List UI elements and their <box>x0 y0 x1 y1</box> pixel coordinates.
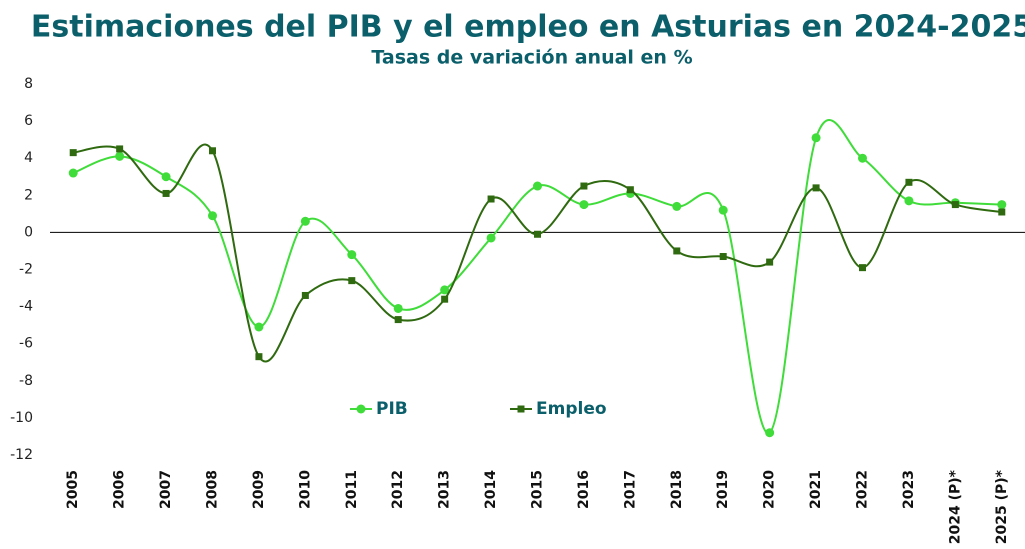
y-tick-label: -4 <box>19 299 33 315</box>
marker <box>905 178 913 186</box>
marker <box>356 404 366 414</box>
legend-label: PIB <box>376 399 408 419</box>
x-tick-label: 2015 <box>530 470 546 509</box>
marker <box>719 253 727 261</box>
marker <box>393 303 403 313</box>
x-tick-label: 2018 <box>669 470 685 509</box>
chart-subtitle: Tasas de variación anual en % <box>371 47 692 69</box>
y-tick-label: 8 <box>24 76 33 92</box>
y-tick-label: -10 <box>10 410 33 426</box>
x-tick-label: 2011 <box>344 470 360 509</box>
x-tick-label: 2007 <box>158 470 174 509</box>
chart-title: Estimaciones del PIB y el empleo en Astu… <box>31 10 1025 45</box>
legend-label: Empleo <box>536 399 607 419</box>
y-tick-label: 0 <box>24 224 33 240</box>
marker <box>115 151 125 161</box>
marker <box>441 295 449 303</box>
marker <box>765 428 775 438</box>
marker <box>486 233 496 243</box>
marker <box>672 201 682 211</box>
marker <box>859 264 866 272</box>
x-tick-label: 2025 (P)* <box>994 469 1010 544</box>
marker <box>517 405 525 413</box>
marker <box>301 291 309 299</box>
x-tick-label: 2022 <box>855 470 871 509</box>
y-tick-label: -12 <box>10 447 33 463</box>
x-tick-label: 2013 <box>437 470 453 509</box>
marker <box>209 147 216 155</box>
x-tick-label: 2005 <box>65 470 81 509</box>
marker <box>997 200 1007 210</box>
marker <box>348 277 356 285</box>
x-tick-label: 2020 <box>762 470 778 509</box>
y-tick-label: -6 <box>19 336 33 352</box>
marker <box>487 195 495 203</box>
y-tick-label: -8 <box>19 373 33 389</box>
marker <box>998 208 1006 216</box>
marker <box>116 145 124 153</box>
x-tick-label: 2008 <box>205 470 221 509</box>
x-tick-label: 2024 (P)* <box>947 469 963 544</box>
x-tick-label: 2014 <box>483 470 499 509</box>
marker <box>208 211 217 221</box>
marker <box>580 182 588 190</box>
marker <box>534 230 541 238</box>
x-tick-label: 2016 <box>576 470 592 509</box>
marker <box>718 205 728 215</box>
marker <box>858 153 867 163</box>
marker <box>766 258 774 266</box>
marker <box>68 168 78 178</box>
marker <box>300 216 310 226</box>
y-tick-label: 4 <box>24 150 33 166</box>
marker <box>162 189 170 197</box>
y-tick-label: 2 <box>24 187 33 203</box>
marker <box>347 250 357 260</box>
x-tick-label: 2021 <box>808 470 824 509</box>
marker <box>626 186 634 194</box>
marker <box>811 133 821 143</box>
x-tick-label: 2012 <box>390 470 406 509</box>
series-line <box>72 119 1002 434</box>
y-tick-label: -2 <box>19 262 33 278</box>
marker <box>951 201 959 209</box>
y-tick-label: 6 <box>24 113 33 129</box>
marker <box>254 322 264 332</box>
marker <box>161 172 171 182</box>
x-tick-label: 2010 <box>297 470 313 509</box>
x-tick-label: 2009 <box>251 470 267 509</box>
marker <box>904 196 914 206</box>
marker <box>579 200 589 210</box>
x-tick-label: 2019 <box>715 470 731 509</box>
x-tick-label: 2023 <box>901 470 917 509</box>
marker <box>394 316 402 324</box>
marker <box>440 285 450 295</box>
x-tick-label: 2006 <box>112 470 128 509</box>
marker <box>255 353 263 361</box>
series-line <box>73 143 1002 363</box>
marker <box>673 247 681 255</box>
marker <box>533 181 542 191</box>
x-tick-label: 2017 <box>622 470 638 509</box>
marker <box>812 184 820 192</box>
marker <box>69 149 77 157</box>
